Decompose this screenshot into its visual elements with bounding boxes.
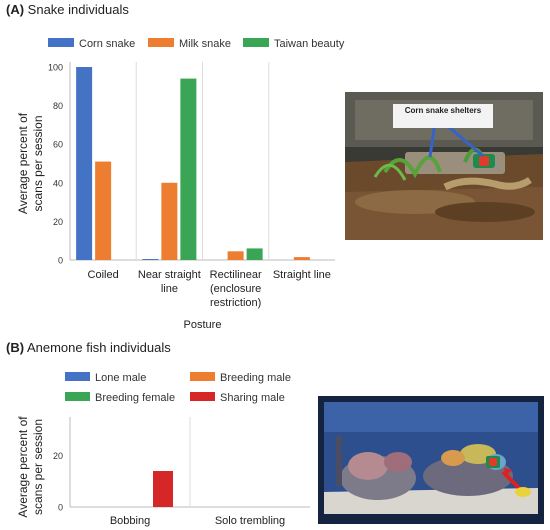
snake-enclosure-illustration	[345, 92, 543, 240]
panel-b-title: (B) Anemone fish individuals	[6, 340, 171, 355]
y-tick-label-20: 20	[53, 217, 63, 227]
corn-snake-shelters-callout: Corn snake shelters	[393, 104, 493, 128]
legend-swatch-sharing-male	[190, 392, 215, 401]
legend-label-breeding-male: Breeding male	[220, 372, 291, 384]
y-axis-title: Average percent ofscans per session	[16, 112, 45, 214]
callout-text: Corn snake shelters	[404, 106, 482, 115]
panel-b-label: (B)	[6, 340, 25, 355]
bar-taiwan-beauty-snake-rectilinear-enclosure-restriction	[246, 248, 263, 260]
bar-milk-snake-straight-line	[293, 257, 310, 260]
legend-label-taiwan-beauty-snake: Taiwan beauty snake	[274, 38, 345, 50]
chart-b: Lone male Breeding male Breeding female Sha…	[16, 372, 310, 527]
x-tick-label-rectilinear-enclosure-restriction: Rectilinear (enclosure restriction)	[210, 269, 262, 309]
legend-label-milk-snake: Milk snake	[179, 38, 231, 50]
panel-a-label: (A)	[6, 2, 25, 17]
bar-milk-snake-near-straight-line	[161, 182, 178, 260]
y-tick-label-40: 40	[53, 178, 63, 188]
bar-corn-snake-coiled	[76, 67, 93, 260]
legend-swatch-lone-male	[65, 372, 90, 381]
legend-swatch-milk-snake	[148, 38, 174, 47]
bar-taiwan-beauty-snake-near-straight-line	[180, 78, 197, 260]
y-tick-label-100: 100	[48, 63, 63, 73]
chart-a: Corn snake Milk snake Taiwan beauty snake 0…	[16, 38, 345, 331]
bar-milk-snake-rectilinear-enclosure-restriction	[227, 251, 244, 260]
panel-a-title-text: Snake individuals	[27, 2, 129, 17]
panel-b-title-text: Anemone fish individuals	[26, 340, 171, 355]
x-axis-title: Posture	[184, 319, 222, 331]
bar-milk-snake-coiled	[95, 161, 112, 260]
legend-swatch-corn-snake	[48, 38, 74, 47]
y-tick-label-80: 80	[53, 101, 63, 111]
aquarium-illustration	[318, 396, 544, 524]
x-tick-label-straight-line: Straight line	[273, 269, 331, 281]
y-tick-label-60: 60	[53, 140, 63, 150]
legend-swatch-breeding-male	[190, 372, 215, 381]
x-tick-label-bobbing: Bobbing	[110, 515, 150, 527]
legend-swatch-breeding-female	[65, 392, 90, 401]
aquarium-photo	[318, 396, 544, 524]
legend-swatch-taiwan-beauty-snake	[243, 38, 269, 47]
legend-label-sharing-male: Sharing male	[220, 392, 285, 404]
y-tick-label-0: 0	[58, 503, 63, 513]
legend-label-corn-snake: Corn snake	[79, 38, 135, 50]
bar-sharing-male-bobbing	[153, 471, 173, 507]
y-axis-title: Average percent ofscans per session	[16, 416, 45, 518]
panel-a-title: (A) Snake individuals	[6, 2, 129, 17]
x-tick-label-near-straight-line: Near straight line	[138, 269, 201, 295]
legend-label-breeding-female: Breeding female	[95, 392, 175, 404]
legend-label-lone-male: Lone male	[95, 372, 146, 384]
bar-corn-snake-near-straight-line	[142, 259, 159, 260]
y-tick-label-20: 20	[53, 451, 63, 461]
snake-enclosure-photo: Corn snake shelters	[345, 92, 543, 240]
y-tick-label-0: 0	[58, 256, 63, 266]
x-tick-label-coiled: Coiled	[88, 269, 119, 281]
x-tick-label-solo-trembling: Solo trembling	[215, 515, 285, 527]
